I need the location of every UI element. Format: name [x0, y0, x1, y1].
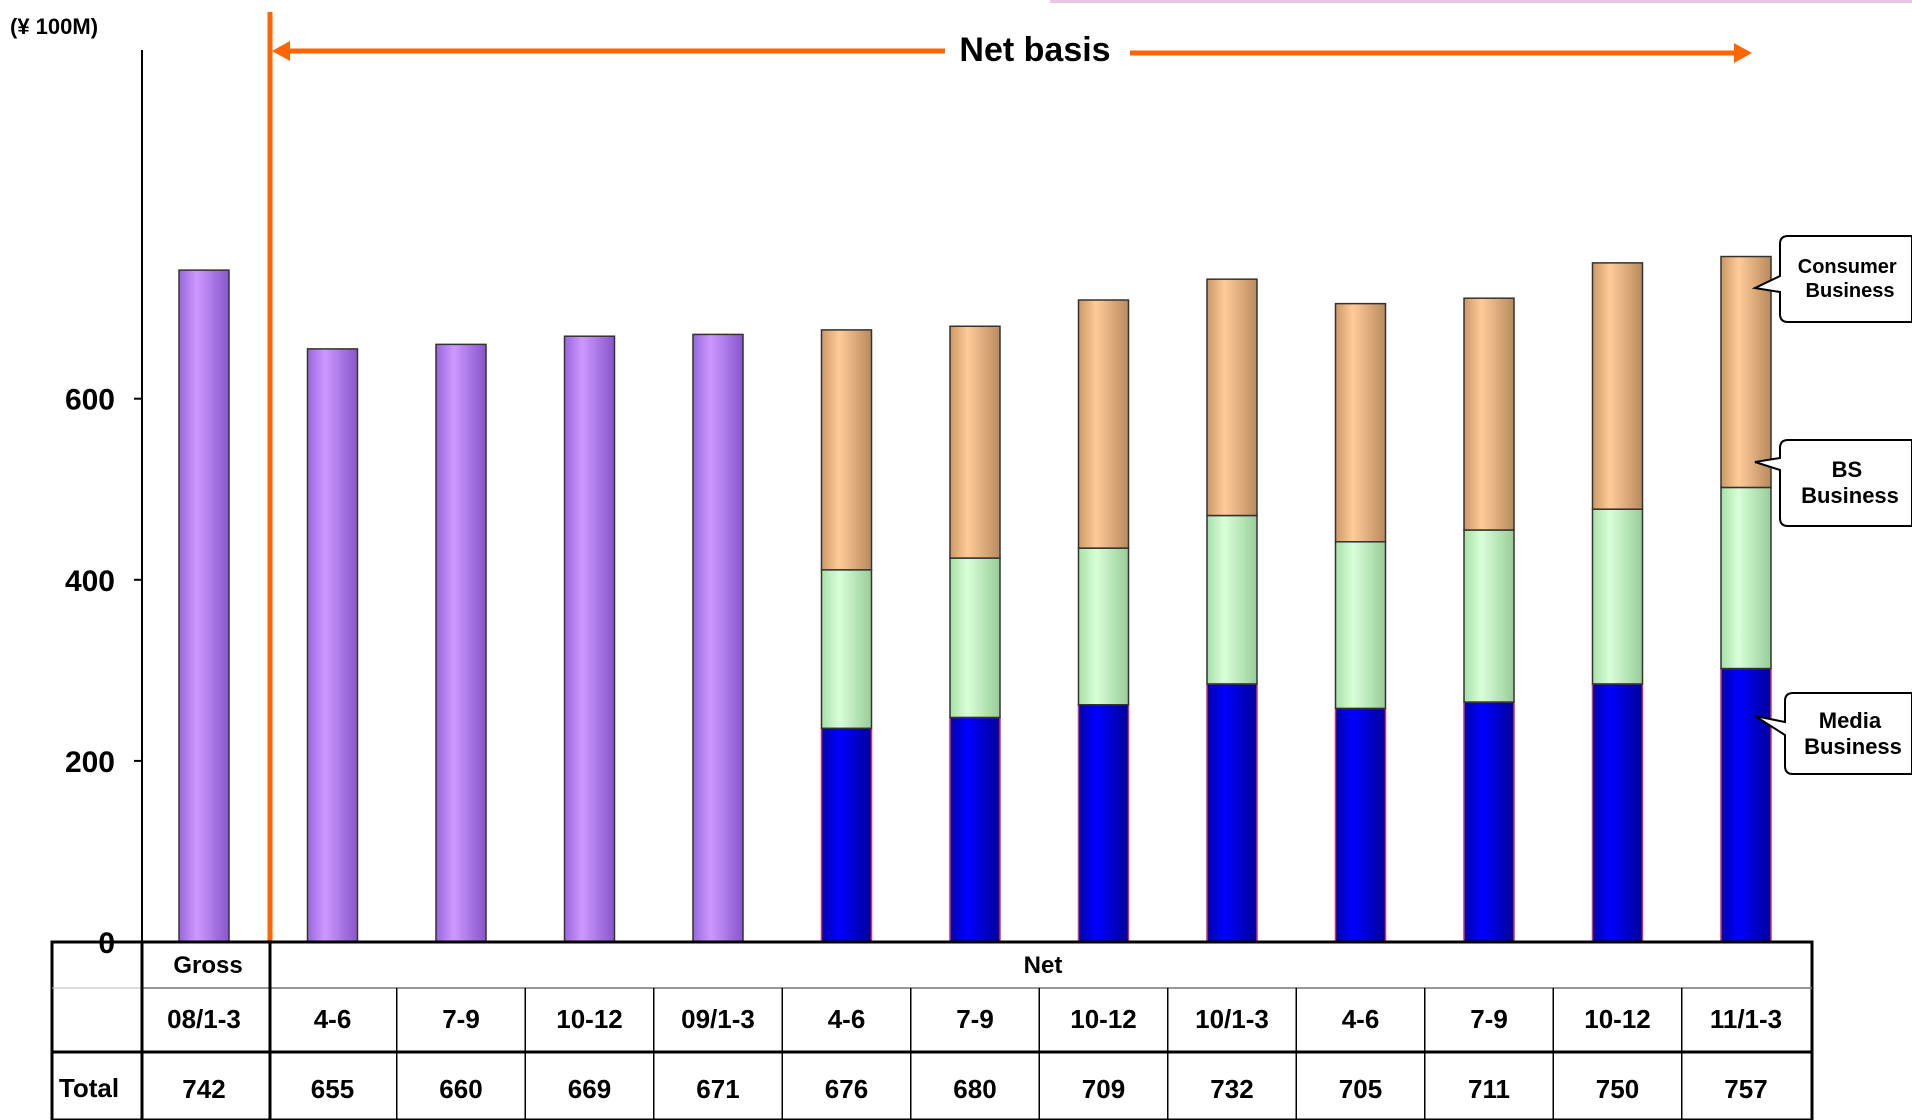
- table-period-cell: 11/1-3: [1710, 1004, 1782, 1034]
- table-total-cell: 757: [1724, 1074, 1767, 1104]
- table-period-cell: 09/1-3: [681, 1004, 755, 1034]
- table-period-cell: 7-9: [1470, 1004, 1508, 1034]
- table-period-cell: 7-9: [442, 1004, 480, 1034]
- table-cells: 08/1-3 742 4-6 655 7-9 660 10-12 669 09/1-3 671 4-…: [167, 1004, 1782, 1104]
- net-basis-label: Net basis: [959, 31, 1110, 69]
- legend-bs-line-1: BS: [1832, 457, 1863, 482]
- table-total-cell: 750: [1596, 1074, 1639, 1104]
- bar-segment-consumer: [949, 325, 1001, 559]
- callout-box-bs: [1754, 439, 1912, 527]
- bar-segment-media: [1206, 683, 1258, 943]
- legend-consumer-line-2: Business: [1806, 280, 1895, 302]
- bar-segment-media: [1077, 704, 1130, 943]
- header-accent-stripe: [1050, 0, 1912, 3]
- bar-segment-media: [820, 727, 873, 943]
- bar-segment-consumer: [1077, 299, 1130, 549]
- legend-label-consumer: Consumer Business: [1798, 256, 1902, 302]
- table-period-cell: 10-12: [1584, 1004, 1651, 1034]
- net-basis-banner: Net basis: [267, 12, 1752, 942]
- y-tick-label: 600: [65, 384, 115, 417]
- table-period-cell: 10-12: [1070, 1004, 1137, 1034]
- legend-callout-consumer: Consumer Business: [1751, 235, 1912, 323]
- table-period-cell: 4-6: [828, 1004, 866, 1034]
- bar-segment-consumer: [820, 329, 873, 571]
- table-period-cell: 10/1-3: [1195, 1004, 1269, 1034]
- bar-segment-media: [1720, 667, 1772, 943]
- legend-bs-line-2: Business: [1801, 483, 1899, 508]
- bars-layer: [178, 255, 1772, 943]
- table-period-cell: 4-6: [314, 1004, 352, 1034]
- bar-segment-bs: [949, 557, 1001, 719]
- net-basis-arrowhead-left: [272, 41, 290, 61]
- legend-callout-media: Media Business: [1754, 692, 1912, 775]
- table-total-cell: 680: [953, 1074, 996, 1104]
- bar-segment-media: [949, 716, 1001, 943]
- bar-segment-bs: [1720, 486, 1772, 670]
- legend-media-line-1: Media: [1819, 708, 1882, 733]
- table-header-gross: Gross: [173, 952, 242, 979]
- table-period-cell: 10-12: [556, 1004, 623, 1034]
- table-period-cell: 7-9: [956, 1004, 994, 1034]
- bar-total: [435, 343, 487, 943]
- bar-segment-consumer: [1206, 278, 1258, 517]
- bar-segment-media: [1591, 683, 1644, 943]
- bar-segment-media: [1463, 701, 1515, 943]
- callout-box-media: [1754, 692, 1912, 775]
- bar-segment-consumer: [1463, 297, 1515, 531]
- bar-total: [178, 269, 230, 943]
- bar-segment-bs: [1463, 529, 1515, 703]
- table-header-net: Net: [1024, 952, 1063, 979]
- table-total-cell: 669: [568, 1074, 611, 1104]
- y-tick-label: 200: [65, 746, 115, 779]
- bar-segment-consumer: [1720, 255, 1772, 489]
- bar-total: [563, 335, 616, 943]
- bar-segment-bs: [820, 569, 873, 730]
- table-total-cell: 742: [182, 1074, 225, 1104]
- bar-segment-media: [1334, 707, 1387, 943]
- table-grid-lines: [52, 942, 1812, 1120]
- data-table: Gross Net Total 08/1-3 742 4-6 655 7-9 660 10-…: [50, 940, 1814, 1120]
- bar-segment-consumer: [1591, 262, 1644, 510]
- table-total-cell: 660: [439, 1074, 482, 1104]
- legend-label-media: Media Business: [1804, 708, 1902, 759]
- table-period-cell: 4-6: [1342, 1004, 1380, 1034]
- net-basis-arrowhead-right: [1734, 43, 1752, 63]
- legend-consumer-line-1: Consumer: [1798, 256, 1897, 278]
- unit-label: (¥ 100M): [10, 14, 98, 39]
- bar-segment-consumer: [1334, 302, 1387, 543]
- table-row-label-total: Total: [59, 1073, 119, 1103]
- table-period-cell: 08/1-3: [167, 1004, 241, 1034]
- table-total-cell: 676: [825, 1074, 868, 1104]
- table-total-cell: 671: [696, 1074, 739, 1104]
- y-tick-label: 400: [65, 565, 115, 598]
- bar-total: [692, 333, 744, 943]
- table-total-cell: 655: [311, 1074, 354, 1104]
- bar-segment-bs: [1591, 508, 1644, 685]
- legend-callout-bs: BS Business: [1754, 439, 1912, 527]
- table-total-cell: 711: [1468, 1074, 1510, 1104]
- callout-box-consumer: [1751, 235, 1912, 323]
- table-total-cell: 709: [1082, 1074, 1125, 1104]
- bar-segment-bs: [1077, 547, 1130, 706]
- bar-segment-bs: [1334, 541, 1387, 710]
- legend-label-bs: BS Business: [1801, 457, 1899, 508]
- table-outer-frame: [50, 940, 1814, 1120]
- legend-media-line-2: Business: [1804, 734, 1902, 759]
- legend-callouts: Consumer Business BS Business Media Busi…: [1751, 235, 1912, 775]
- bar-segment-bs: [1206, 514, 1258, 685]
- table-total-cell: 705: [1339, 1074, 1382, 1104]
- bar-total: [306, 348, 359, 943]
- table-total-cell: 732: [1210, 1074, 1253, 1104]
